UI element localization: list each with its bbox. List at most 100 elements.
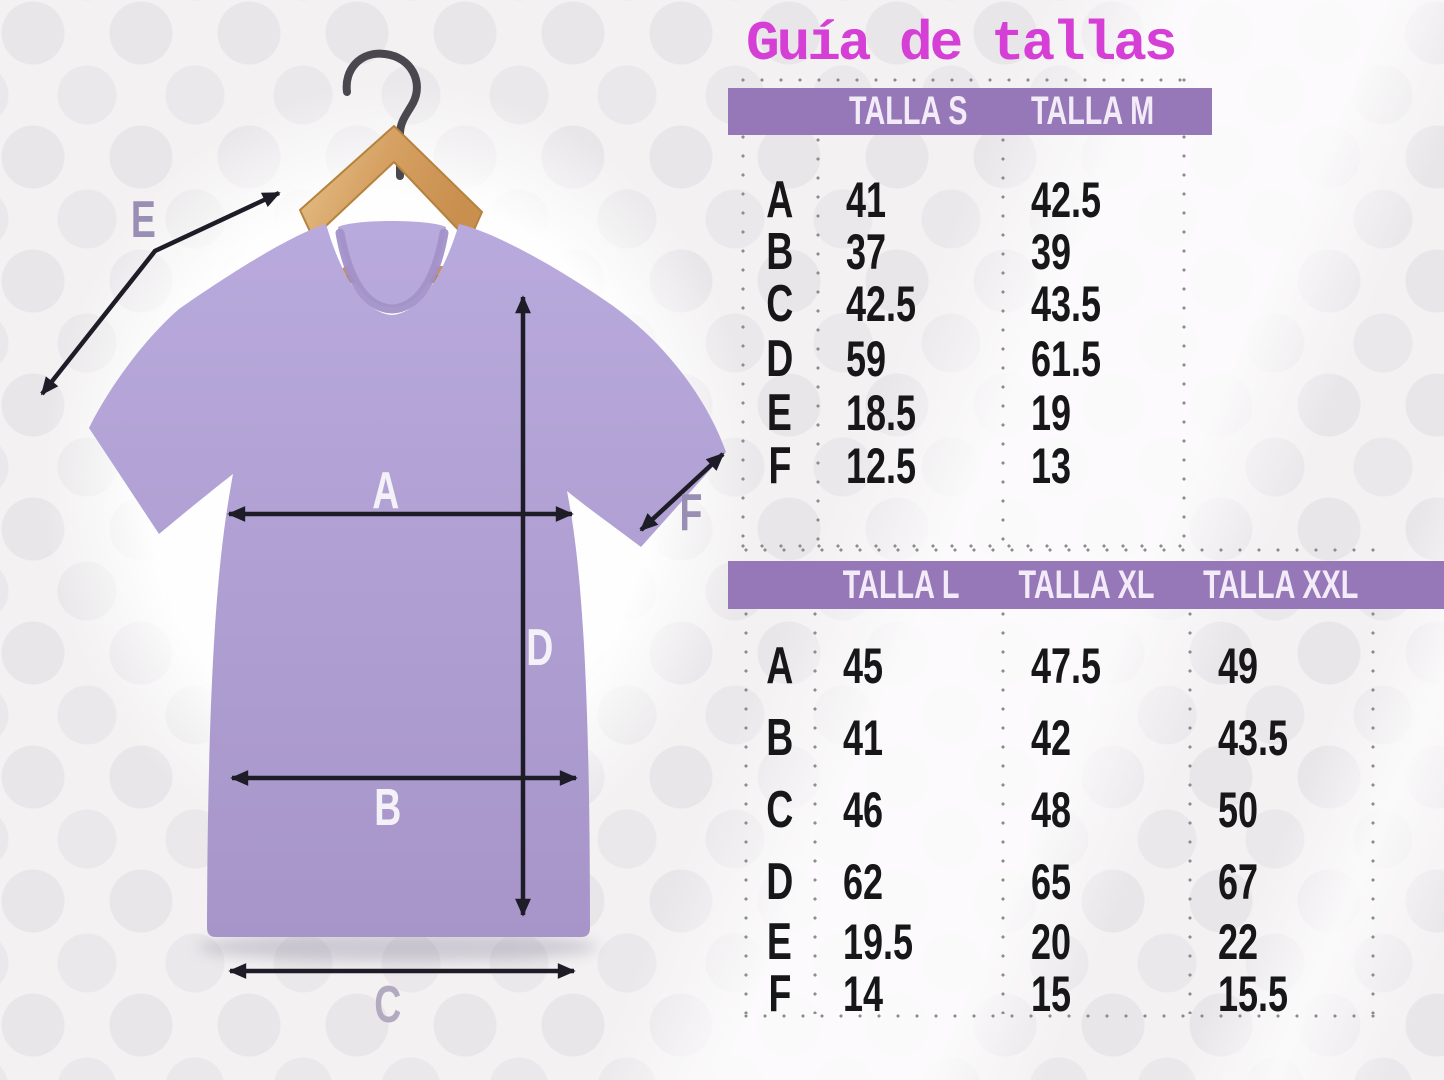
row-label: B bbox=[741, 226, 818, 278]
table-border-bottom bbox=[744, 1014, 1375, 1018]
size-value: 67 bbox=[1190, 854, 1372, 910]
row-label-text: A bbox=[765, 171, 794, 229]
size-value: 42.5 bbox=[818, 278, 1003, 330]
table-header-bar: TALLA S TALLA M bbox=[728, 88, 1212, 135]
size-value: 12.5 bbox=[818, 440, 1003, 492]
size-value-text: 43.5 bbox=[1031, 276, 1102, 332]
size-value-text: 41 bbox=[843, 710, 884, 766]
table-row: F 14 15 15.5 bbox=[744, 966, 1372, 1022]
size-value: 39 bbox=[1003, 226, 1185, 278]
size-value: 18.5 bbox=[818, 387, 1003, 439]
table-border-right bbox=[1371, 612, 1375, 1014]
measurement-arrows bbox=[40, 190, 725, 979]
row-label-text: D bbox=[765, 330, 794, 388]
column-header-text: TALLA M bbox=[1031, 89, 1155, 133]
row-label-text: C bbox=[765, 275, 794, 333]
size-value: 42.5 bbox=[1003, 174, 1185, 226]
size-value: 20 bbox=[1003, 914, 1190, 970]
size-value: 14 bbox=[815, 966, 1003, 1022]
measure-letter: E bbox=[130, 191, 156, 249]
measure-letter: D bbox=[526, 619, 554, 677]
measure-label-d: D bbox=[510, 618, 570, 678]
size-value-text: 20 bbox=[1031, 914, 1072, 970]
size-value-text: 45 bbox=[843, 638, 884, 694]
size-value: 45 bbox=[815, 638, 1003, 694]
measure-letter: A bbox=[372, 462, 400, 520]
size-value: 15 bbox=[1003, 966, 1190, 1022]
measure-letter: F bbox=[679, 484, 703, 542]
size-value-text: 22 bbox=[1218, 914, 1259, 970]
size-value: 46 bbox=[815, 782, 1003, 838]
size-value-text: 13 bbox=[1031, 438, 1072, 494]
row-label-text: E bbox=[767, 384, 792, 442]
row-label: E bbox=[741, 387, 818, 439]
size-value-text: 39 bbox=[1031, 224, 1072, 280]
column-header: TALLA S bbox=[813, 88, 1003, 135]
measure-label-f: F bbox=[661, 483, 721, 543]
size-value: 61.5 bbox=[1003, 333, 1185, 385]
size-value: 48 bbox=[1003, 782, 1190, 838]
table-separator bbox=[816, 138, 820, 546]
row-label: B bbox=[744, 710, 815, 766]
table-row: F 12.5 13 bbox=[741, 440, 1185, 492]
size-value: 49 bbox=[1190, 638, 1372, 694]
size-value: 41 bbox=[818, 174, 1003, 226]
table-row: B 41 42 43.5 bbox=[744, 710, 1372, 766]
size-value-text: 48 bbox=[1031, 782, 1072, 838]
table-border-top bbox=[741, 78, 1188, 82]
measure-letter: B bbox=[374, 779, 402, 837]
table-separator bbox=[1001, 138, 1005, 546]
column-header: TALLA L bbox=[806, 561, 996, 609]
size-value-text: 67 bbox=[1218, 854, 1259, 910]
size-value: 47.5 bbox=[1003, 638, 1190, 694]
size-value: 37 bbox=[818, 226, 1003, 278]
row-label: D bbox=[744, 854, 815, 910]
row-label-text: B bbox=[765, 223, 794, 281]
table-border-top bbox=[744, 548, 1375, 552]
table-row: E 18.5 19 bbox=[741, 387, 1185, 439]
size-value: 43.5 bbox=[1003, 278, 1185, 330]
measure-label-b: B bbox=[358, 778, 418, 838]
row-label-text: A bbox=[765, 637, 794, 695]
size-value: 62 bbox=[815, 854, 1003, 910]
measure-letter: C bbox=[374, 976, 402, 1034]
row-label-text: C bbox=[765, 781, 794, 839]
row-label-text: E bbox=[767, 913, 792, 971]
table-row: D 62 65 67 bbox=[744, 854, 1372, 910]
size-value-text: 59 bbox=[846, 331, 887, 387]
column-header-text: TALLA S bbox=[848, 89, 968, 133]
hanger-hook bbox=[342, 49, 421, 180]
table-border-left bbox=[741, 78, 745, 546]
row-label-text: F bbox=[768, 965, 791, 1023]
row-label: E bbox=[744, 914, 815, 970]
size-value-text: 41 bbox=[846, 172, 887, 228]
table-border-left bbox=[744, 612, 748, 1014]
size-value: 50 bbox=[1190, 782, 1372, 838]
size-value-text: 47.5 bbox=[1031, 638, 1102, 694]
row-label: C bbox=[744, 782, 815, 838]
table-header-bar: TALLA L TALLA XL TALLA XXL bbox=[728, 561, 1444, 609]
size-value-text: 50 bbox=[1218, 782, 1259, 838]
table-border-right bbox=[1182, 78, 1186, 546]
size-value-text: 65 bbox=[1031, 854, 1072, 910]
measure-label-a: A bbox=[356, 461, 416, 521]
size-value: 22 bbox=[1190, 914, 1372, 970]
size-value: 15.5 bbox=[1190, 966, 1372, 1022]
table-border-bottom bbox=[741, 544, 1188, 548]
size-value-text: 19.5 bbox=[843, 914, 914, 970]
table-row: A 45 47.5 49 bbox=[744, 638, 1372, 694]
table-row: A 41 42.5 bbox=[741, 174, 1185, 226]
size-table-s-m: TALLA S TALLA M A 41 42.5 B 37 39 C 42.5… bbox=[728, 78, 1212, 550]
size-value: 59 bbox=[818, 333, 1003, 385]
size-value-text: 62 bbox=[843, 854, 884, 910]
tshirt-measurement-diagram bbox=[40, 49, 726, 979]
row-label: F bbox=[744, 966, 815, 1022]
row-label-text: D bbox=[765, 853, 794, 911]
size-value: 19.5 bbox=[815, 914, 1003, 970]
row-label-text: B bbox=[765, 709, 794, 767]
size-value-text: 46 bbox=[843, 782, 884, 838]
size-value: 41 bbox=[815, 710, 1003, 766]
measure-label-c: C bbox=[358, 975, 418, 1035]
column-header-text: TALLA XXL bbox=[1203, 563, 1359, 607]
